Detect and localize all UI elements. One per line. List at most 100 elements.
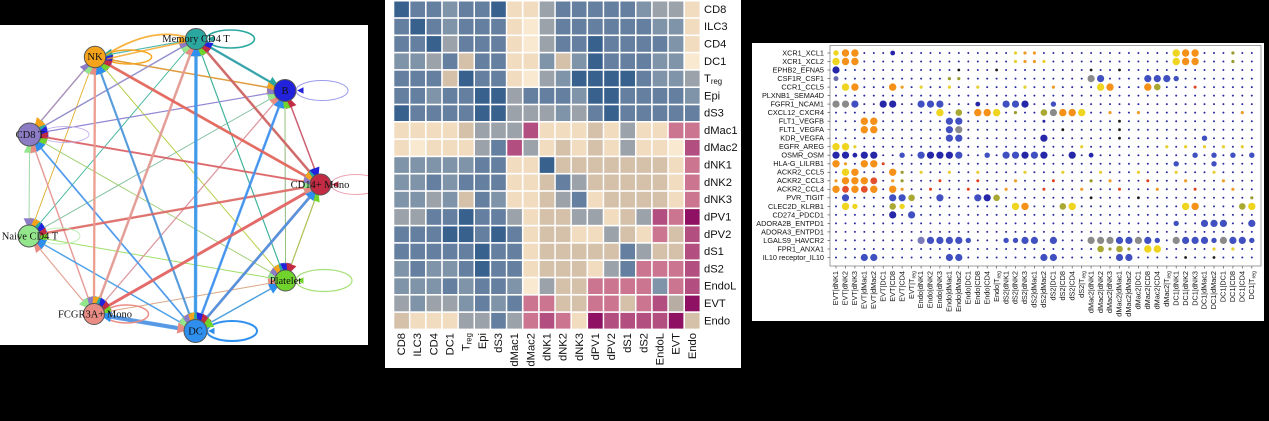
svg-text:CD8 T: CD8 T (16, 130, 45, 141)
svg-text:dMac2|dNK3: dMac2|dNK3 (1105, 271, 1114, 313)
svg-text:DC1|dMac2: DC1|dMac2 (1209, 271, 1218, 309)
svg-text:DC1|Treg: DC1|Treg (1247, 271, 1258, 300)
svg-text:Endo: Endo (687, 333, 699, 359)
svg-text:Treg: Treg (461, 333, 474, 351)
svg-text:dNK2: dNK2 (704, 177, 732, 189)
svg-text:dS3: dS3 (493, 333, 505, 353)
svg-text:Endo|dMac1: Endo|dMac1 (945, 271, 954, 312)
svg-text:Epi: Epi (704, 90, 720, 102)
svg-text:dMac2: dMac2 (704, 142, 738, 154)
svg-text:CD8: CD8 (396, 333, 408, 355)
svg-text:EVT|dMac2: EVT|dMac2 (869, 271, 878, 309)
svg-text:Endo|Treg: Endo|Treg (992, 271, 1003, 302)
svg-text:ILC3: ILC3 (704, 21, 728, 33)
svg-text:DC1|dNK2: DC1|dNK2 (1181, 271, 1190, 306)
svg-text:Platelet: Platelet (270, 276, 302, 287)
svg-text:EVT|dNK2: EVT|dNK2 (841, 271, 850, 305)
svg-text:ACKR2_CCL4: ACKR2_CCL4 (777, 185, 824, 194)
svg-text:EGFR_AREG: EGFR_AREG (779, 142, 824, 151)
svg-text:Treg: Treg (704, 73, 722, 86)
svg-text:dMac1: dMac1 (509, 333, 521, 367)
svg-text:EVT|CD4: EVT|CD4 (897, 271, 906, 302)
svg-text:B: B (281, 86, 288, 97)
svg-text:CD274_PDCD1: CD274_PDCD1 (772, 210, 824, 219)
svg-text:DC1|CD4: DC1|CD4 (1238, 271, 1247, 302)
svg-text:dS2|dMac2: dS2|dMac2 (1039, 271, 1048, 308)
svg-text:ADORA3_ENTPD1: ADORA3_ENTPD1 (761, 227, 824, 236)
svg-text:dS3: dS3 (704, 108, 724, 120)
svg-text:ADORA2B_ENTPD1: ADORA2B_ENTPD1 (756, 219, 824, 228)
svg-text:dPV2: dPV2 (704, 229, 731, 241)
svg-text:dS2|dNK2: dS2|dNK2 (1011, 271, 1020, 304)
svg-text:EVT|CD8: EVT|CD8 (888, 271, 897, 302)
svg-text:CD8: CD8 (704, 4, 726, 16)
svg-text:Endo|dNK1: Endo|dNK1 (916, 271, 925, 308)
svg-text:EVT|Treg: EVT|Treg (907, 271, 918, 299)
svg-text:dS1: dS1 (622, 333, 634, 353)
svg-text:LGALS9_HAVCR2: LGALS9_HAVCR2 (763, 236, 824, 245)
svg-text:XCR1_XCL2: XCR1_XCL2 (782, 57, 824, 66)
svg-text:dS2|dNK3: dS2|dNK3 (1020, 271, 1029, 304)
svg-text:dPV2: dPV2 (606, 333, 618, 360)
svg-text:CCR1_CCL5: CCR1_CCL5 (781, 83, 824, 92)
svg-text:dNK2: dNK2 (558, 333, 570, 361)
svg-text:dMac2|dMac1: dMac2|dMac1 (1115, 271, 1124, 317)
svg-text:ILC3: ILC3 (412, 333, 424, 357)
svg-text:Epi: Epi (477, 333, 489, 349)
svg-text:DC1: DC1 (704, 56, 726, 68)
svg-text:Endo|CD4: Endo|CD4 (982, 271, 991, 305)
svg-text:Endo|dNK3: Endo|dNK3 (935, 271, 944, 308)
svg-text:FLT1_VEGFA: FLT1_VEGFA (779, 125, 824, 134)
svg-text:DC: DC (188, 327, 203, 338)
svg-text:dS2|dMac1: dS2|dMac1 (1030, 271, 1039, 308)
svg-text:dS2|DC1: dS2|DC1 (1049, 271, 1058, 300)
svg-text:dNK3: dNK3 (574, 333, 586, 361)
svg-text:IL10 receptor_IL10: IL10 receptor_IL10 (763, 253, 824, 262)
svg-text:XCR1_XCL1: XCR1_XCL1 (782, 48, 824, 57)
svg-text:DC1: DC1 (445, 333, 457, 355)
svg-text:CLEC2D_KLRB1: CLEC2D_KLRB1 (768, 202, 824, 211)
svg-text:EndoL: EndoL (655, 333, 667, 365)
svg-text:Endo|dNK2: Endo|dNK2 (926, 271, 935, 308)
svg-text:KDR_VEGFA: KDR_VEGFA (780, 134, 824, 143)
svg-text:dPV1: dPV1 (704, 212, 731, 224)
svg-text:DC1|CD8: DC1|CD8 (1228, 271, 1237, 302)
svg-text:Endo|dMac2: Endo|dMac2 (954, 271, 963, 312)
svg-text:dS1: dS1 (704, 246, 724, 258)
svg-text:CD4: CD4 (704, 39, 726, 51)
svg-text:FCGR3A+ Mono: FCGR3A+ Mono (58, 310, 132, 321)
svg-text:FGFR1_NCAM1: FGFR1_NCAM1 (770, 100, 824, 109)
svg-text:ACKR2_CCL3: ACKR2_CCL3 (777, 176, 824, 185)
svg-text:dS2|dNK1: dS2|dNK1 (1001, 271, 1010, 304)
svg-text:CD4: CD4 (428, 333, 440, 355)
svg-text:EVT|dNK1: EVT|dNK1 (831, 271, 840, 305)
svg-text:DC1|dMac1: DC1|dMac1 (1200, 271, 1209, 309)
svg-text:CXCL12_CXCR4: CXCL12_CXCR4 (768, 108, 824, 117)
svg-text:FPR1_ANXA1: FPR1_ANXA1 (777, 244, 824, 253)
svg-text:dNK1: dNK1 (704, 160, 732, 172)
svg-text:EVT: EVT (704, 298, 726, 310)
svg-text:dMac2: dMac2 (525, 333, 537, 367)
svg-text:OSMR_OSM: OSMR_OSM (781, 151, 824, 160)
svg-text:dMac2|dMac2: dMac2|dMac2 (1124, 271, 1133, 317)
svg-text:dMac1: dMac1 (704, 125, 738, 137)
svg-text:DC1|DC1: DC1|DC1 (1219, 271, 1228, 302)
svg-text:Endo: Endo (704, 315, 730, 327)
svg-text:dS2|CD4: dS2|CD4 (1067, 271, 1076, 300)
svg-text:dMac2|DC1: dMac2|DC1 (1134, 271, 1143, 309)
svg-text:Endo|DC1: Endo|DC1 (964, 271, 973, 305)
svg-text:HLA-G_LILRB1: HLA-G_LILRB1 (773, 159, 824, 168)
svg-text:dMac2|Treg: dMac2|Treg (1162, 271, 1173, 307)
svg-text:DC1|dNK1: DC1|dNK1 (1171, 271, 1180, 306)
svg-text:FLT1_VEGFB: FLT1_VEGFB (779, 117, 824, 126)
svg-text:EndoL: EndoL (704, 281, 736, 293)
svg-text:EVT|dMac1: EVT|dMac1 (860, 271, 869, 309)
svg-text:EVT: EVT (671, 333, 683, 355)
svg-text:NK: NK (87, 52, 103, 63)
svg-text:DC1|dNK3: DC1|dNK3 (1190, 271, 1199, 306)
svg-text:CSF1R_CSF1: CSF1R_CSF1 (777, 74, 824, 83)
svg-text:Memory CD4 T: Memory CD4 T (162, 34, 230, 45)
svg-text:PLXNB1_SEMA4D: PLXNB1_SEMA4D (762, 91, 824, 100)
svg-text:dNK3: dNK3 (704, 194, 732, 206)
svg-text:ACKR2_CCL5: ACKR2_CCL5 (777, 168, 824, 177)
